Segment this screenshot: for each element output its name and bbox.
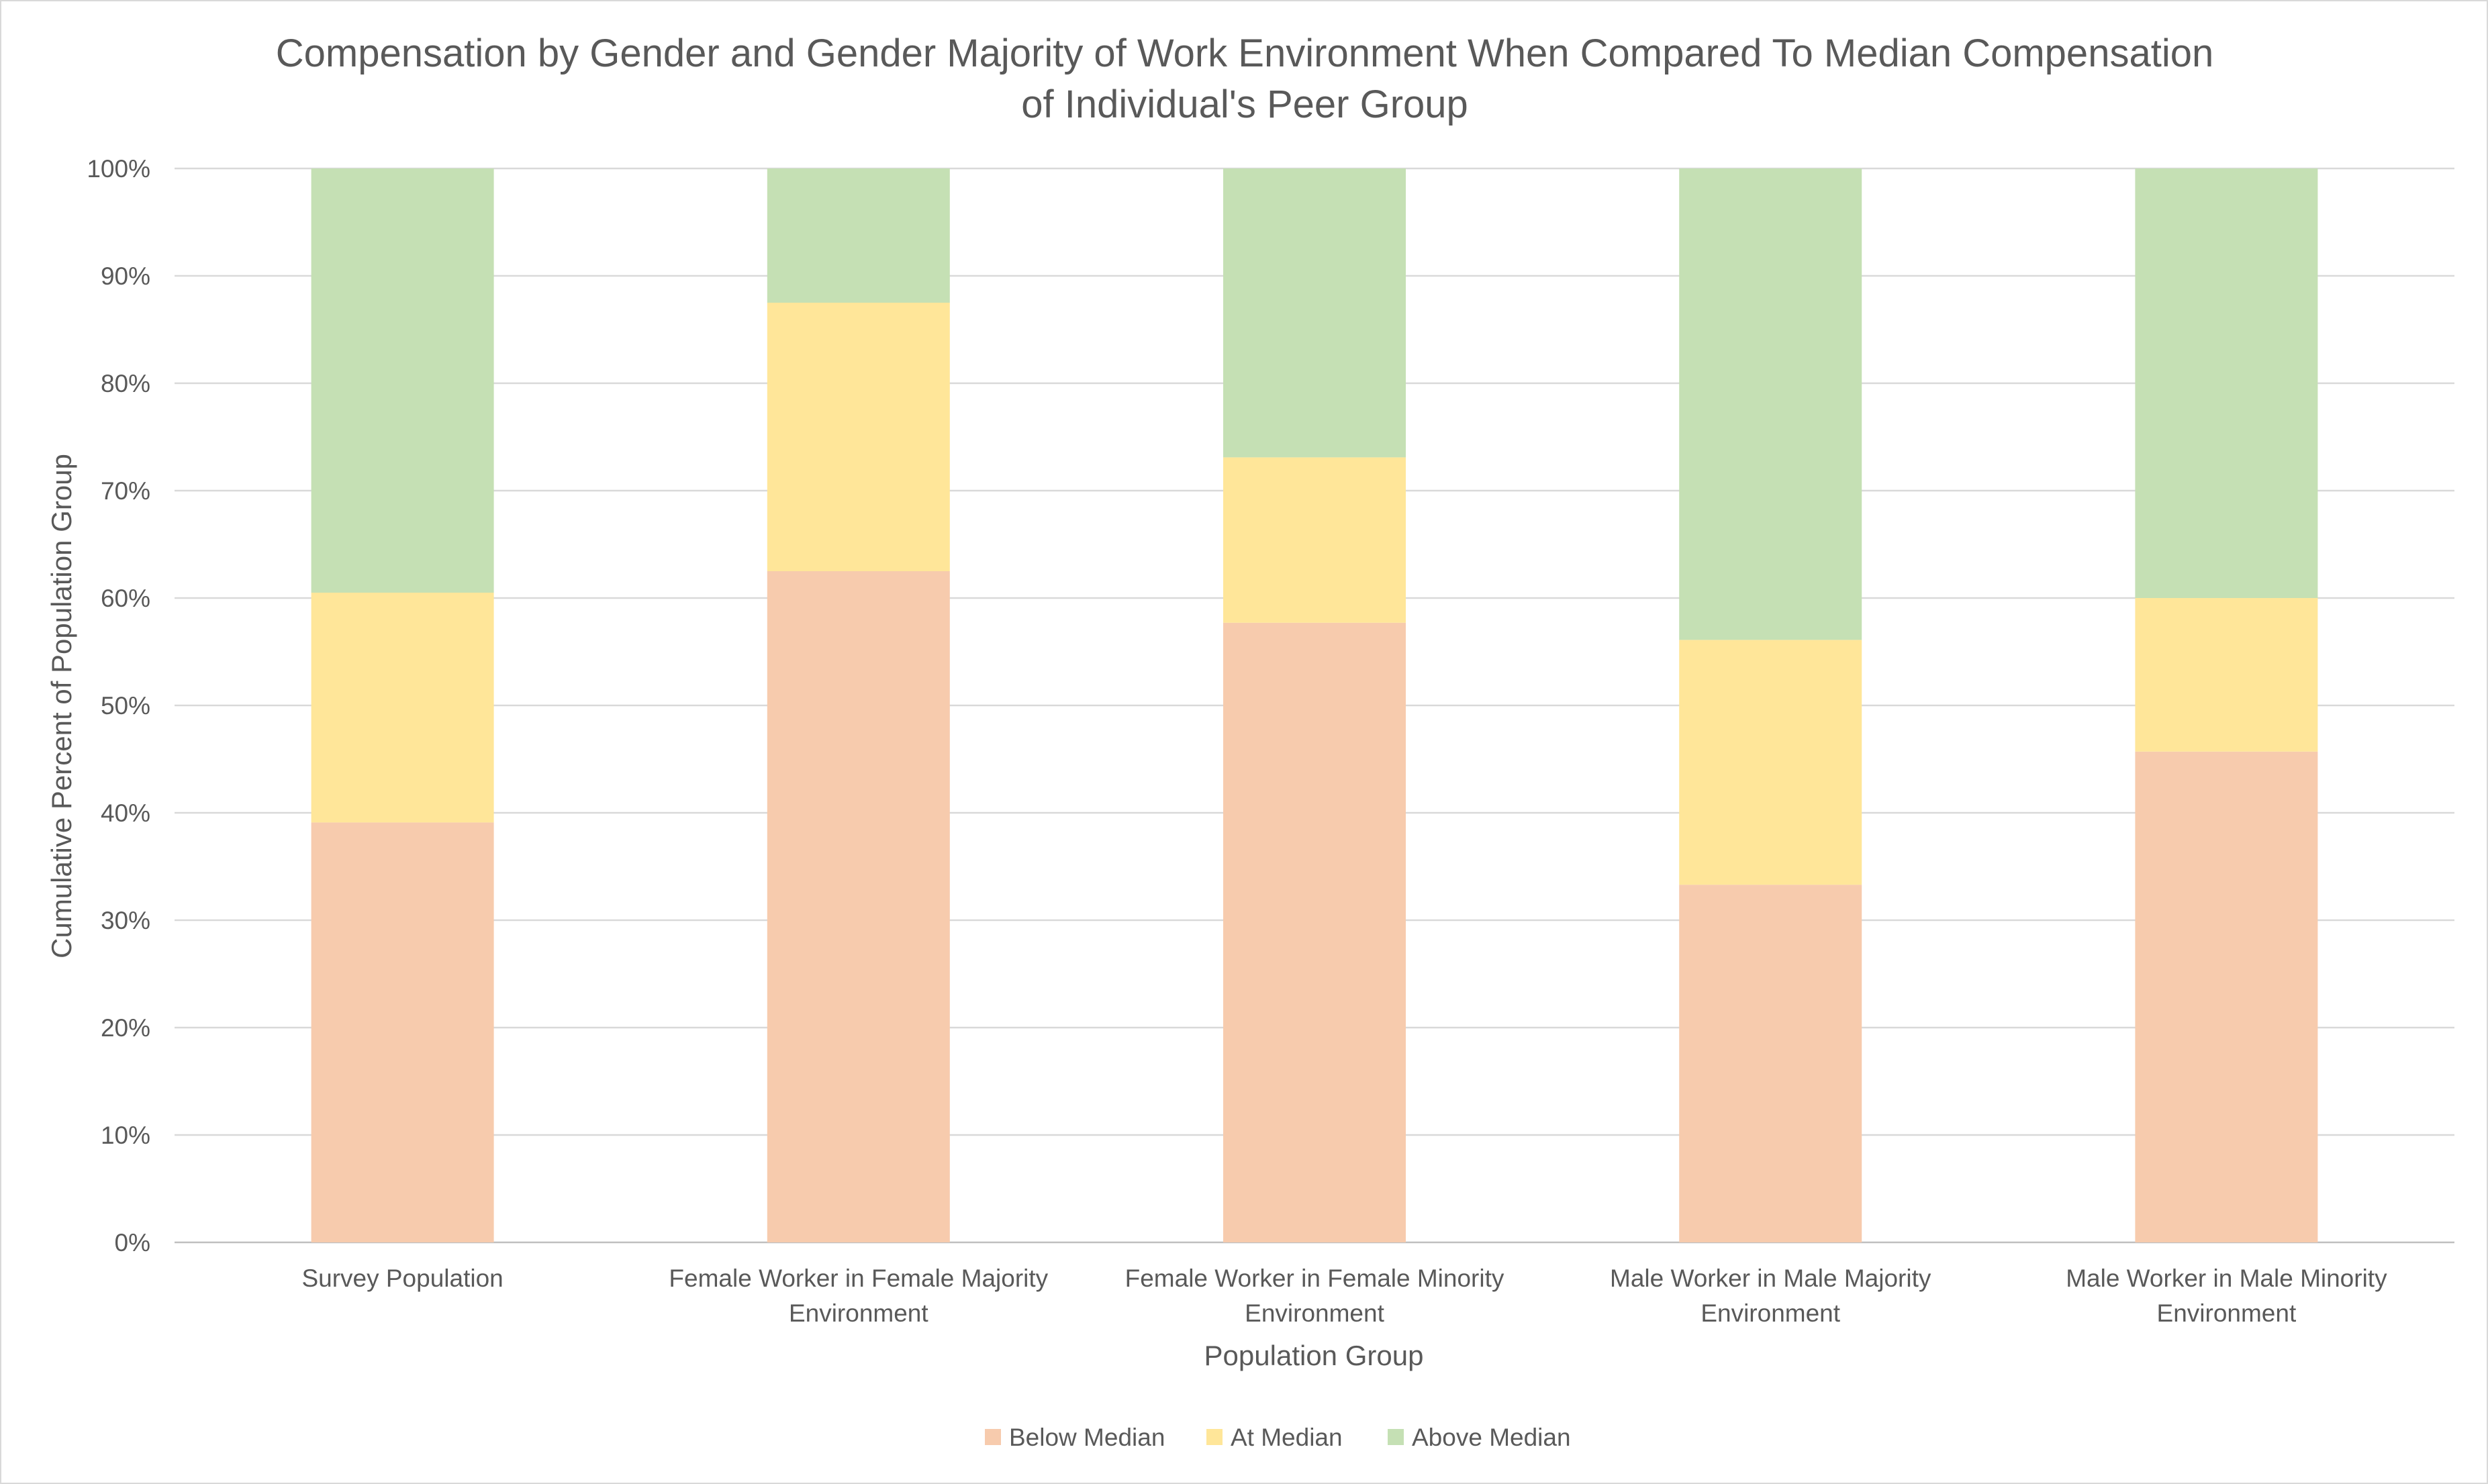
bar-segment [2135,751,2318,1242]
y-tick-label: 10% [101,1122,150,1149]
x-category-label: Male Worker in Male Minority [2066,1265,2387,1292]
bar-segment [311,822,494,1242]
bar-segment [767,571,950,1242]
x-category-label: Environment [789,1299,928,1327]
legend: Below Median At Median Above Median [985,1424,1571,1451]
bars [311,168,2318,1242]
y-tick-label: 90% [101,262,150,290]
x-category-label: Environment [2157,1299,2297,1327]
bar-segment [311,593,494,823]
legend-swatch [1206,1429,1223,1445]
legend-label: Below Median [1009,1424,1165,1451]
y-tick-label: 0% [115,1229,150,1256]
x-category-label: Environment [1701,1299,1840,1327]
bar-segment [2135,168,2318,598]
x-category-label: Female Worker in Female Minority [1125,1265,1504,1292]
y-tick-label: 70% [101,477,150,505]
y-axis-title: Cumulative Percent of Population Group [46,454,77,958]
bar-segment [767,168,950,303]
chart-title-line-1: Compensation by Gender and Gender Majori… [276,32,2213,75]
y-tick-label: 60% [101,585,150,612]
x-axis-categories: Survey Population Female Worker in Female… [301,1265,2387,1327]
x-axis-title: Population Group [1204,1340,1424,1371]
bar-segment [1679,640,1862,885]
y-tick-label: 100% [87,155,150,183]
legend-label: At Median [1231,1424,1343,1451]
x-category-label: Male Worker in Male Majority [1610,1265,1931,1292]
bar-segment [1223,457,1406,623]
chart-title-line-2: of Individual's Peer Group [1021,83,1468,126]
y-tick-label: 40% [101,799,150,827]
bar-segment [767,303,950,571]
x-category-label: Survey Population [301,1265,503,1292]
x-category-label: Female Worker in Female Majority [669,1265,1048,1292]
y-axis-ticks: 0% 10% 20% 30% 40% 50% 60% 70% 80% 90% 100% [87,155,150,1256]
legend-label: Above Median [1412,1424,1571,1451]
x-category-label: Environment [1245,1299,1384,1327]
legend-swatch [1388,1429,1404,1445]
legend-swatch [985,1429,1001,1445]
y-tick-label: 20% [101,1014,150,1042]
y-tick-label: 30% [101,907,150,934]
bar-segment [1223,168,1406,458]
bar-segment [1679,168,1862,640]
y-tick-label: 50% [101,692,150,720]
bar-segment [1223,622,1406,1242]
bar-segment [311,168,494,593]
y-tick-label: 80% [101,370,150,397]
bar-segment [2135,598,2318,752]
bar-segment [1679,885,1862,1242]
chart-title: Compensation by Gender and Gender Majori… [276,32,2213,126]
